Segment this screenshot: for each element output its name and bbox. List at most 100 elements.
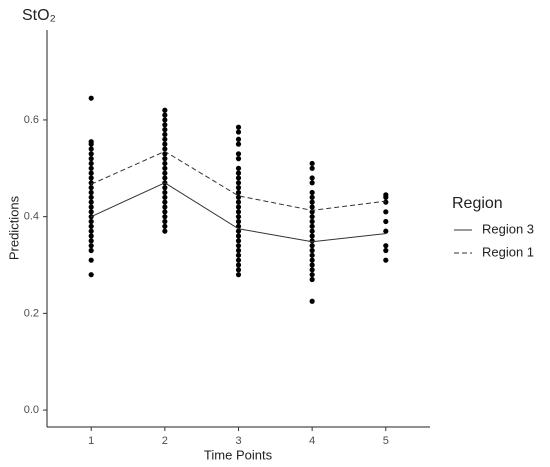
data-point	[88, 199, 94, 205]
chart-title: StO₂	[22, 7, 56, 24]
data-point	[235, 136, 242, 142]
data-point	[309, 160, 315, 167]
x-axis-label: Time Points	[204, 447, 273, 462]
data-point	[235, 129, 242, 135]
data-point	[235, 209, 242, 215]
data-point	[235, 252, 242, 258]
data-point	[88, 228, 94, 234]
data-point	[162, 170, 168, 176]
data-point	[162, 107, 168, 113]
data-point	[88, 175, 94, 181]
data-point	[309, 267, 315, 273]
data-point	[383, 209, 389, 215]
data-point	[88, 209, 94, 215]
data-point	[235, 247, 242, 254]
data-point	[162, 141, 168, 147]
data-point	[235, 257, 242, 263]
data-point	[309, 218, 315, 225]
data-point	[88, 247, 94, 254]
data-point	[235, 185, 242, 191]
data-point	[235, 124, 242, 130]
data-point	[162, 175, 168, 181]
data-point	[235, 180, 242, 186]
data-point	[309, 243, 315, 249]
data-point	[309, 257, 315, 263]
data-point	[309, 262, 315, 268]
data-point	[383, 194, 389, 200]
data-point	[162, 131, 168, 138]
data-point	[235, 204, 242, 210]
data-point	[162, 127, 168, 133]
data-point	[88, 189, 94, 196]
data-point	[235, 267, 242, 273]
data-point	[88, 95, 94, 101]
data-point	[235, 170, 242, 176]
legend-label: Region 1	[482, 244, 534, 259]
data-point	[162, 146, 168, 152]
data-point	[162, 204, 168, 210]
data-point	[309, 175, 315, 181]
data-point	[309, 298, 315, 304]
data-point	[162, 112, 168, 118]
data-point	[162, 117, 168, 123]
data-point	[162, 214, 168, 220]
y-tick-label: 0.2	[24, 307, 39, 319]
data-point	[162, 218, 168, 225]
data-point	[309, 247, 315, 254]
data-point	[162, 122, 168, 128]
data-point	[162, 156, 168, 162]
data-point	[88, 165, 94, 171]
data-point	[162, 228, 168, 234]
data-point	[383, 243, 389, 249]
data-point	[383, 228, 389, 234]
data-point	[88, 170, 94, 176]
data-point	[88, 141, 94, 147]
x-tick-label: 3	[235, 435, 241, 447]
data-point	[309, 180, 315, 186]
data-point	[235, 228, 242, 234]
data-point	[235, 218, 242, 225]
data-point	[88, 156, 94, 162]
data-point	[162, 199, 168, 205]
legend-label: Region 3	[482, 221, 534, 236]
y-axis-label: Predictions	[6, 195, 21, 260]
data-point	[383, 199, 389, 205]
data-point	[383, 218, 389, 225]
legend-title: Region	[452, 195, 503, 212]
data-point	[88, 160, 94, 167]
data-point	[162, 165, 168, 171]
data-point	[88, 185, 94, 191]
data-point	[162, 136, 168, 142]
data-point	[309, 223, 315, 229]
data-point	[235, 194, 242, 200]
data-point	[235, 141, 242, 147]
data-point	[309, 228, 315, 234]
data-point	[88, 204, 94, 210]
data-point	[235, 175, 242, 181]
data-point	[235, 189, 242, 196]
data-point	[235, 233, 242, 239]
data-point	[309, 204, 315, 210]
data-point	[235, 165, 242, 171]
x-tick-label: 4	[309, 435, 315, 447]
data-point	[162, 189, 168, 196]
data-point	[88, 180, 94, 186]
data-point	[88, 238, 94, 244]
x-tick-label: 2	[162, 435, 168, 447]
x-tick-label: 5	[383, 435, 389, 447]
data-point	[88, 194, 94, 200]
series-line	[90, 150, 386, 211]
data-point	[88, 151, 94, 157]
x-tick-label: 1	[88, 435, 94, 447]
data-point	[235, 199, 242, 205]
data-point	[162, 209, 168, 215]
data-point	[235, 262, 242, 268]
data-point	[88, 243, 94, 249]
data-point	[383, 247, 389, 254]
y-tick-label: 0.4	[24, 211, 39, 223]
data-point	[309, 252, 315, 258]
data-point	[309, 272, 315, 278]
data-point	[309, 214, 315, 220]
data-point	[309, 189, 315, 196]
data-point	[88, 272, 94, 278]
